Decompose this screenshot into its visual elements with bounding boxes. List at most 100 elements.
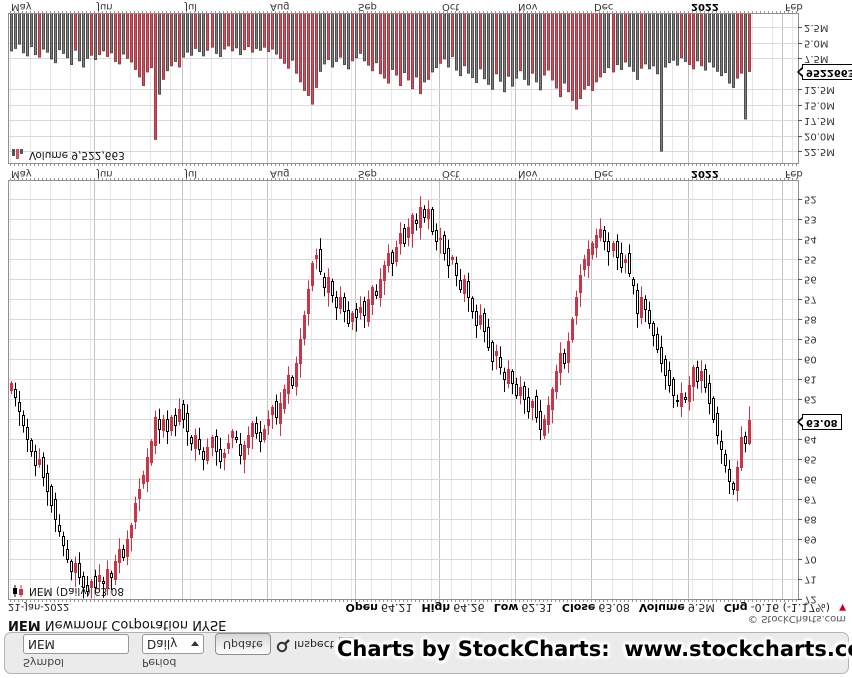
- candle: [475, 304, 478, 338]
- candle: [215, 429, 218, 466]
- volume-bar: [551, 13, 554, 81]
- month-label: 2022: [691, 168, 719, 179]
- candle: [142, 470, 145, 489]
- candle: [198, 427, 201, 455]
- candle: [299, 328, 302, 378]
- volume-bar: [186, 13, 189, 53]
- chart-title: NEM Newmont Corporation NYSE: [8, 617, 226, 632]
- candle: [283, 384, 286, 414]
- svg-text:54: 54: [804, 234, 817, 245]
- svg-text:66: 66: [804, 474, 817, 485]
- candle: [616, 234, 619, 270]
- volume-bar: [283, 13, 286, 64]
- symbol-input[interactable]: NEM: [23, 634, 129, 654]
- volume-bar: [607, 12, 610, 69]
- candle: [571, 317, 574, 343]
- candle: [551, 387, 554, 424]
- volume-bar: [704, 12, 707, 71]
- volume-bar: [178, 13, 181, 68]
- candle: [427, 200, 430, 230]
- candle: [359, 296, 362, 320]
- candle: [407, 218, 410, 247]
- volume-bar: [26, 13, 29, 57]
- candle: [267, 410, 270, 435]
- candle: [499, 346, 502, 375]
- volume-bar: [215, 13, 218, 54]
- volume-bar: [555, 13, 558, 89]
- volume-bar: [579, 13, 582, 100]
- volume-bar: [648, 13, 651, 70]
- volume-bar: [363, 13, 366, 62]
- volume-bar: [319, 13, 322, 72]
- volume-bar: [347, 13, 350, 70]
- candle: [391, 249, 394, 276]
- candle: [94, 569, 97, 591]
- candle: [563, 348, 566, 369]
- volume-bar: [531, 12, 534, 74]
- volume-bar: [567, 13, 570, 93]
- copyright: © StockCharts.com: [747, 613, 846, 624]
- month-label: May: [11, 168, 32, 179]
- candle: [527, 388, 530, 419]
- volume-bar: [267, 12, 270, 52]
- month-label: Dec: [594, 1, 614, 12]
- month-label: May: [11, 1, 32, 12]
- price-chart: 5253545556575859606162636465666768697071…: [8, 178, 817, 605]
- svg-text:64: 64: [804, 434, 817, 445]
- candle: [632, 277, 635, 295]
- price-pane: 5253545556575859606162636465666768697071…: [0, 178, 852, 605]
- volume-bar: [732, 13, 735, 88]
- volume-bar: [467, 12, 470, 74]
- volume-bar: [158, 13, 161, 95]
- candle: [263, 424, 266, 443]
- date-axis-bottom: May Jun Jul Aug Sep Oct Nov Dec 2022 Feb: [0, 0, 852, 12]
- period-select[interactable]: Daily: [142, 634, 204, 654]
- candle: [70, 559, 73, 581]
- candle: [379, 268, 382, 307]
- update-button[interactable]: Update: [215, 633, 271, 655]
- svg-text:55: 55: [804, 254, 817, 265]
- volume-bar: [700, 13, 703, 67]
- candle: [511, 369, 514, 395]
- svg-text:60: 60: [804, 354, 817, 365]
- candle: [603, 226, 606, 251]
- candle: [223, 448, 226, 471]
- company-name: Newmont Corporation NYSE: [44, 617, 227, 632]
- volume-bar: [118, 13, 121, 65]
- volume-bar: [170, 13, 173, 67]
- volume-bar: [211, 13, 214, 48]
- volume-bar: [740, 12, 743, 74]
- volume-bar: [355, 13, 358, 59]
- volume-bar: [239, 13, 242, 56]
- candle: [636, 283, 639, 328]
- volume-bar: [427, 13, 430, 80]
- volume-bar: [660, 12, 663, 152]
- candle: [122, 544, 125, 561]
- candle: [134, 496, 137, 529]
- candle: [178, 398, 181, 426]
- candle: [644, 295, 647, 322]
- candle: [531, 399, 534, 421]
- volume-bar: [503, 13, 506, 93]
- candle: [748, 406, 751, 446]
- change-down-arrow-icon: ▼: [839, 602, 846, 613]
- candle: [182, 400, 185, 429]
- candle: [459, 269, 462, 293]
- volume-bar: [664, 13, 667, 68]
- volume-bar: [18, 13, 21, 45]
- candle: [716, 406, 719, 445]
- volume-bar: [38, 13, 41, 58]
- volume-bar: [652, 13, 655, 67]
- candle: [620, 242, 623, 273]
- candle: [355, 303, 358, 332]
- candle: [50, 484, 53, 513]
- candle: [447, 239, 450, 278]
- volume-bars-icon: [12, 149, 23, 160]
- volume-bar: [106, 12, 109, 57]
- candle: [323, 272, 326, 297]
- month-label: Sep: [358, 168, 377, 179]
- volume-bar: [455, 12, 458, 71]
- volume-bar: [259, 13, 262, 51]
- candle: [307, 280, 310, 326]
- volume-bar: [291, 13, 294, 61]
